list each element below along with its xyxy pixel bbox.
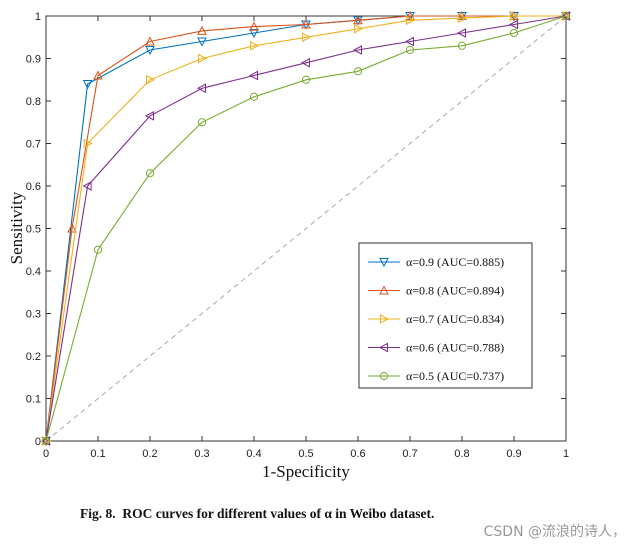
x-tick-label: 0.3 [194, 448, 209, 460]
data-point [82, 181, 92, 191]
series-3 [40, 11, 570, 446]
series-2 [42, 11, 572, 446]
legend-label: α=0.8 (AUC=0.894) [406, 284, 504, 298]
data-point [93, 70, 103, 80]
roc-chart: 0 0.1 0.2 0.3 0.4 0.5 0.6 0.7 0.8 0.9 1 0 0.1 0.2 0.3 0… [7, 10, 572, 481]
legend-label: α=0.9 (AUC=0.885) [406, 255, 504, 269]
chance-reference-line [45, 15, 567, 442]
legend-marker [379, 371, 389, 381]
data-point [249, 29, 259, 39]
series-line [45, 15, 567, 442]
x-tick-label: 0.9 [506, 448, 521, 460]
data-point [198, 53, 208, 64]
y-tick-label: 0.2 [26, 351, 41, 363]
series-4 [41, 11, 571, 446]
data-point [406, 15, 416, 26]
data-point [354, 23, 364, 34]
data-point [250, 40, 260, 51]
data-point [93, 245, 103, 254]
y-tick-label: 0.5 [26, 224, 41, 236]
legend-box [358, 242, 533, 389]
legend-label: α=0.6 (AUC=0.788) [406, 341, 504, 355]
y-tick-label: 0 [35, 436, 41, 448]
y-tick-label: 0.4 [26, 266, 41, 278]
x-tick-label: 0.5 [298, 448, 313, 460]
legend-label: α=0.7 (AUC=0.834) [406, 312, 504, 326]
caption-label: Fig. 8. [80, 506, 116, 521]
data-point [197, 25, 207, 35]
data-point [197, 37, 207, 47]
series-line [45, 15, 566, 442]
x-tick-label: 0.1 [90, 448, 105, 460]
data-point [510, 11, 520, 21]
data-point [508, 19, 518, 30]
series-line [45, 15, 566, 442]
data-point [83, 138, 93, 149]
data-point [457, 10, 467, 20]
legend-marker [379, 258, 389, 268]
data-point [352, 45, 362, 55]
y-tick-label: 0.7 [26, 139, 41, 151]
data-point [405, 10, 415, 20]
data-point [145, 36, 155, 46]
x-tick-label: 0.6 [350, 448, 365, 460]
x-tick-label: 1 [563, 448, 569, 460]
x-axis-title: 1-Specificity [262, 462, 350, 481]
x-tick-label: 0 [43, 448, 49, 460]
data-point [196, 83, 206, 94]
data-point [561, 11, 571, 21]
data-point [302, 32, 312, 43]
data-point [405, 45, 415, 55]
data-point [353, 67, 363, 76]
data-point [458, 13, 468, 23]
x-tick-label: 0.4 [246, 448, 261, 460]
data-point [41, 436, 51, 446]
legend: α=0.9 (AUC=0.885) α=0.8 (AUC=0.894) α=0.7 … [358, 242, 533, 389]
data-point [300, 57, 310, 68]
data-point [145, 46, 155, 56]
legend-marker [379, 285, 389, 295]
series-layer [40, 10, 572, 447]
data-point [144, 111, 154, 121]
y-tick-label: 0.1 [26, 394, 41, 406]
data-point [82, 80, 93, 90]
figure-caption: Fig. 8. ROC curves for different values … [80, 506, 434, 522]
data-point [249, 92, 259, 101]
data-point [457, 41, 467, 50]
y-tick-label: 0.9 [26, 54, 41, 66]
legend-marker [378, 342, 388, 353]
y-tick-label: 0.8 [26, 96, 41, 108]
data-point [456, 28, 466, 38]
y-tick-label: 1 [35, 11, 41, 23]
data-point [249, 21, 259, 31]
data-point [145, 169, 155, 178]
x-tick-label: 0.7 [402, 448, 417, 460]
y-axis-title: Sensitivity [7, 191, 26, 264]
data-point [301, 19, 311, 29]
x-tick-label: 0.2 [142, 448, 157, 460]
y-tick-label: 0.6 [26, 181, 41, 193]
legend-marker [380, 314, 390, 324]
data-point [248, 70, 258, 81]
x-tick-label: 0.8 [454, 448, 469, 460]
axis-ticks: 0 0.1 0.2 0.3 0.4 0.5 0.6 0.7 0.8 0.9 1 0 0.1 0.2 0.3 0… [26, 11, 569, 460]
data-point [353, 15, 363, 25]
data-point [509, 28, 519, 38]
data-point [301, 75, 311, 84]
data-point [197, 118, 207, 127]
data-point [67, 223, 77, 233]
data-point [146, 74, 156, 85]
series-line [45, 15, 567, 442]
watermark: CSDN @流浪的诗人， [483, 524, 626, 540]
data-point [404, 36, 414, 47]
legend-label: α=0.5 (AUC=0.737) [406, 369, 504, 383]
caption-title: ROC curves for different values of α in … [122, 506, 435, 521]
y-tick-label: 0.3 [26, 309, 41, 321]
